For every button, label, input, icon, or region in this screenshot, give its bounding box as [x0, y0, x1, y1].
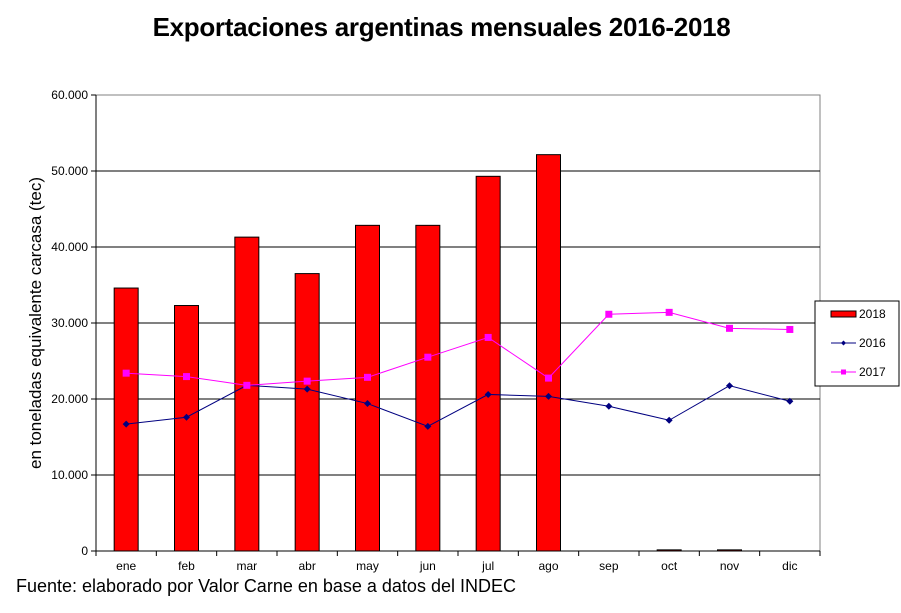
point-2016-oct: [665, 416, 673, 424]
x-tick-label: jul: [481, 559, 494, 573]
legend-marker-2016: [841, 340, 846, 346]
point-2017-oct: [665, 308, 673, 316]
legend-label-2017: 2017: [859, 365, 886, 379]
x-tick-label: feb: [178, 559, 195, 573]
bar-2018-mar: [234, 236, 260, 552]
point-2016-jun: [424, 422, 432, 430]
point-2016-may: [364, 400, 371, 408]
point-2017-ago: [545, 374, 552, 382]
legend-swatch-2018: [830, 310, 857, 318]
legend-box: [814, 300, 900, 387]
legend-item-2017: 2017: [831, 365, 886, 379]
line-2017: [126, 311, 790, 386]
y-tick-label: 0: [81, 544, 88, 558]
x-tick-label: oct: [661, 559, 678, 573]
point-2017-abr: [303, 377, 311, 385]
point-2016-feb: [183, 413, 190, 421]
bar-2018-ago: [536, 154, 561, 552]
point-2016-jul: [484, 390, 492, 398]
x-tick-label: sep: [599, 559, 619, 573]
point-2017-sep: [605, 310, 613, 318]
y-tick-label: 50.000: [51, 164, 88, 178]
bar-2018-ene: [113, 287, 139, 552]
point-2016-nov: [726, 382, 733, 390]
bar-2018-may: [355, 224, 380, 552]
point-2017-mar: [243, 381, 251, 389]
legend-item-2018: 2018: [830, 307, 886, 321]
source-note: Fuente: elaborado por Valor Carne en bas…: [16, 576, 516, 596]
y-tick-label: 10.000: [51, 468, 88, 482]
x-tick-label: dic: [782, 559, 797, 573]
x-tick-label: mar: [236, 559, 257, 573]
bar-2018-jul: [475, 175, 501, 552]
x-tick-label: nov: [720, 559, 739, 573]
point-2017-jun: [424, 353, 432, 361]
bar-2018-feb: [174, 305, 199, 552]
bar-2018-jun: [415, 224, 441, 552]
bar-2018-abr: [294, 273, 320, 552]
line-2016: [126, 384, 790, 427]
point-2017-feb: [183, 373, 190, 381]
point-2016-sep: [605, 402, 613, 410]
y-tick-label: 60.000: [51, 88, 88, 102]
point-2017-nov: [726, 324, 733, 332]
point-2016-ago: [545, 392, 552, 400]
x-tick-label: ago: [538, 559, 558, 573]
x-tick-label: abr: [298, 559, 315, 573]
legend-marker-2017: [841, 369, 846, 375]
legend-label-2018: 2018: [859, 307, 886, 321]
point-2017-may: [364, 373, 371, 381]
point-2016-dic: [786, 397, 794, 405]
point-2016-abr: [303, 385, 311, 393]
point-2017-jul: [484, 333, 492, 341]
legend-label-2016: 2016: [859, 336, 886, 350]
y-tick-label: 40.000: [51, 240, 88, 254]
point-2017-ene: [122, 369, 130, 377]
legend: 2018 2016 2017: [814, 300, 900, 387]
x-tick-label: ene: [116, 559, 136, 573]
point-2017-dic: [786, 325, 794, 333]
point-2016-ene: [122, 420, 130, 428]
chart-title: Exportaciones argentinas mensuales 2016-…: [152, 12, 731, 42]
x-tick-label: jun: [419, 559, 436, 573]
y-tick-label: 20.000: [51, 392, 88, 406]
legend-item-2016: 2016: [831, 336, 886, 350]
y-tick-label: 30.000: [51, 316, 88, 330]
x-tick-label: may: [356, 559, 379, 573]
